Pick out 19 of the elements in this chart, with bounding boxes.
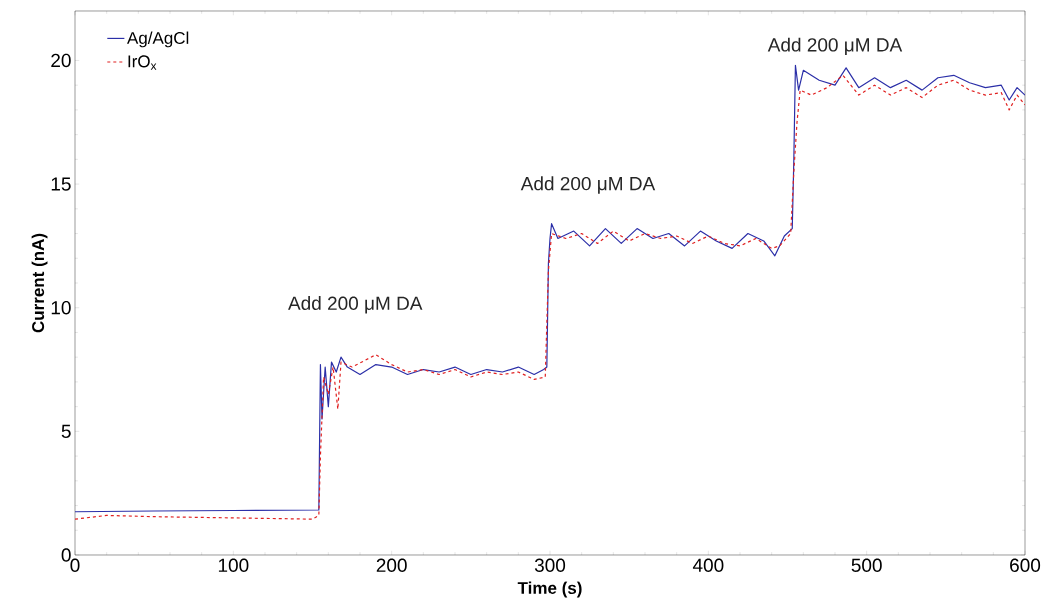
x-tick-label: 300 <box>534 558 566 572</box>
x-tick-label: 200 <box>376 558 407 572</box>
y-tick-label: 5 <box>61 424 71 438</box>
x-tick-label: 500 <box>851 558 882 572</box>
y-axis-title: Current (nA) <box>31 233 48 333</box>
y-tick-label: 20 <box>51 53 71 68</box>
y-tick-label: 10 <box>51 301 71 315</box>
x-tick-label: 400 <box>692 558 724 572</box>
x-tick-label: 0 <box>70 558 80 572</box>
annotation: Add 200 μM DA <box>520 176 656 194</box>
y-tick-label: 15 <box>51 177 71 191</box>
legend-label: IrO$_{x}$ <box>128 55 157 70</box>
x-tick-label: 100 <box>218 558 249 572</box>
annotation: Add 200 μM DA <box>288 296 423 314</box>
annotation: Add 200 μM DA <box>767 37 903 56</box>
y-tick-label: 0 <box>61 548 71 562</box>
legend-label: Ag/AgCl <box>127 31 189 48</box>
x-axis-title: Time (s) <box>517 581 582 598</box>
x-tick-label: 600 <box>1010 558 1041 572</box>
